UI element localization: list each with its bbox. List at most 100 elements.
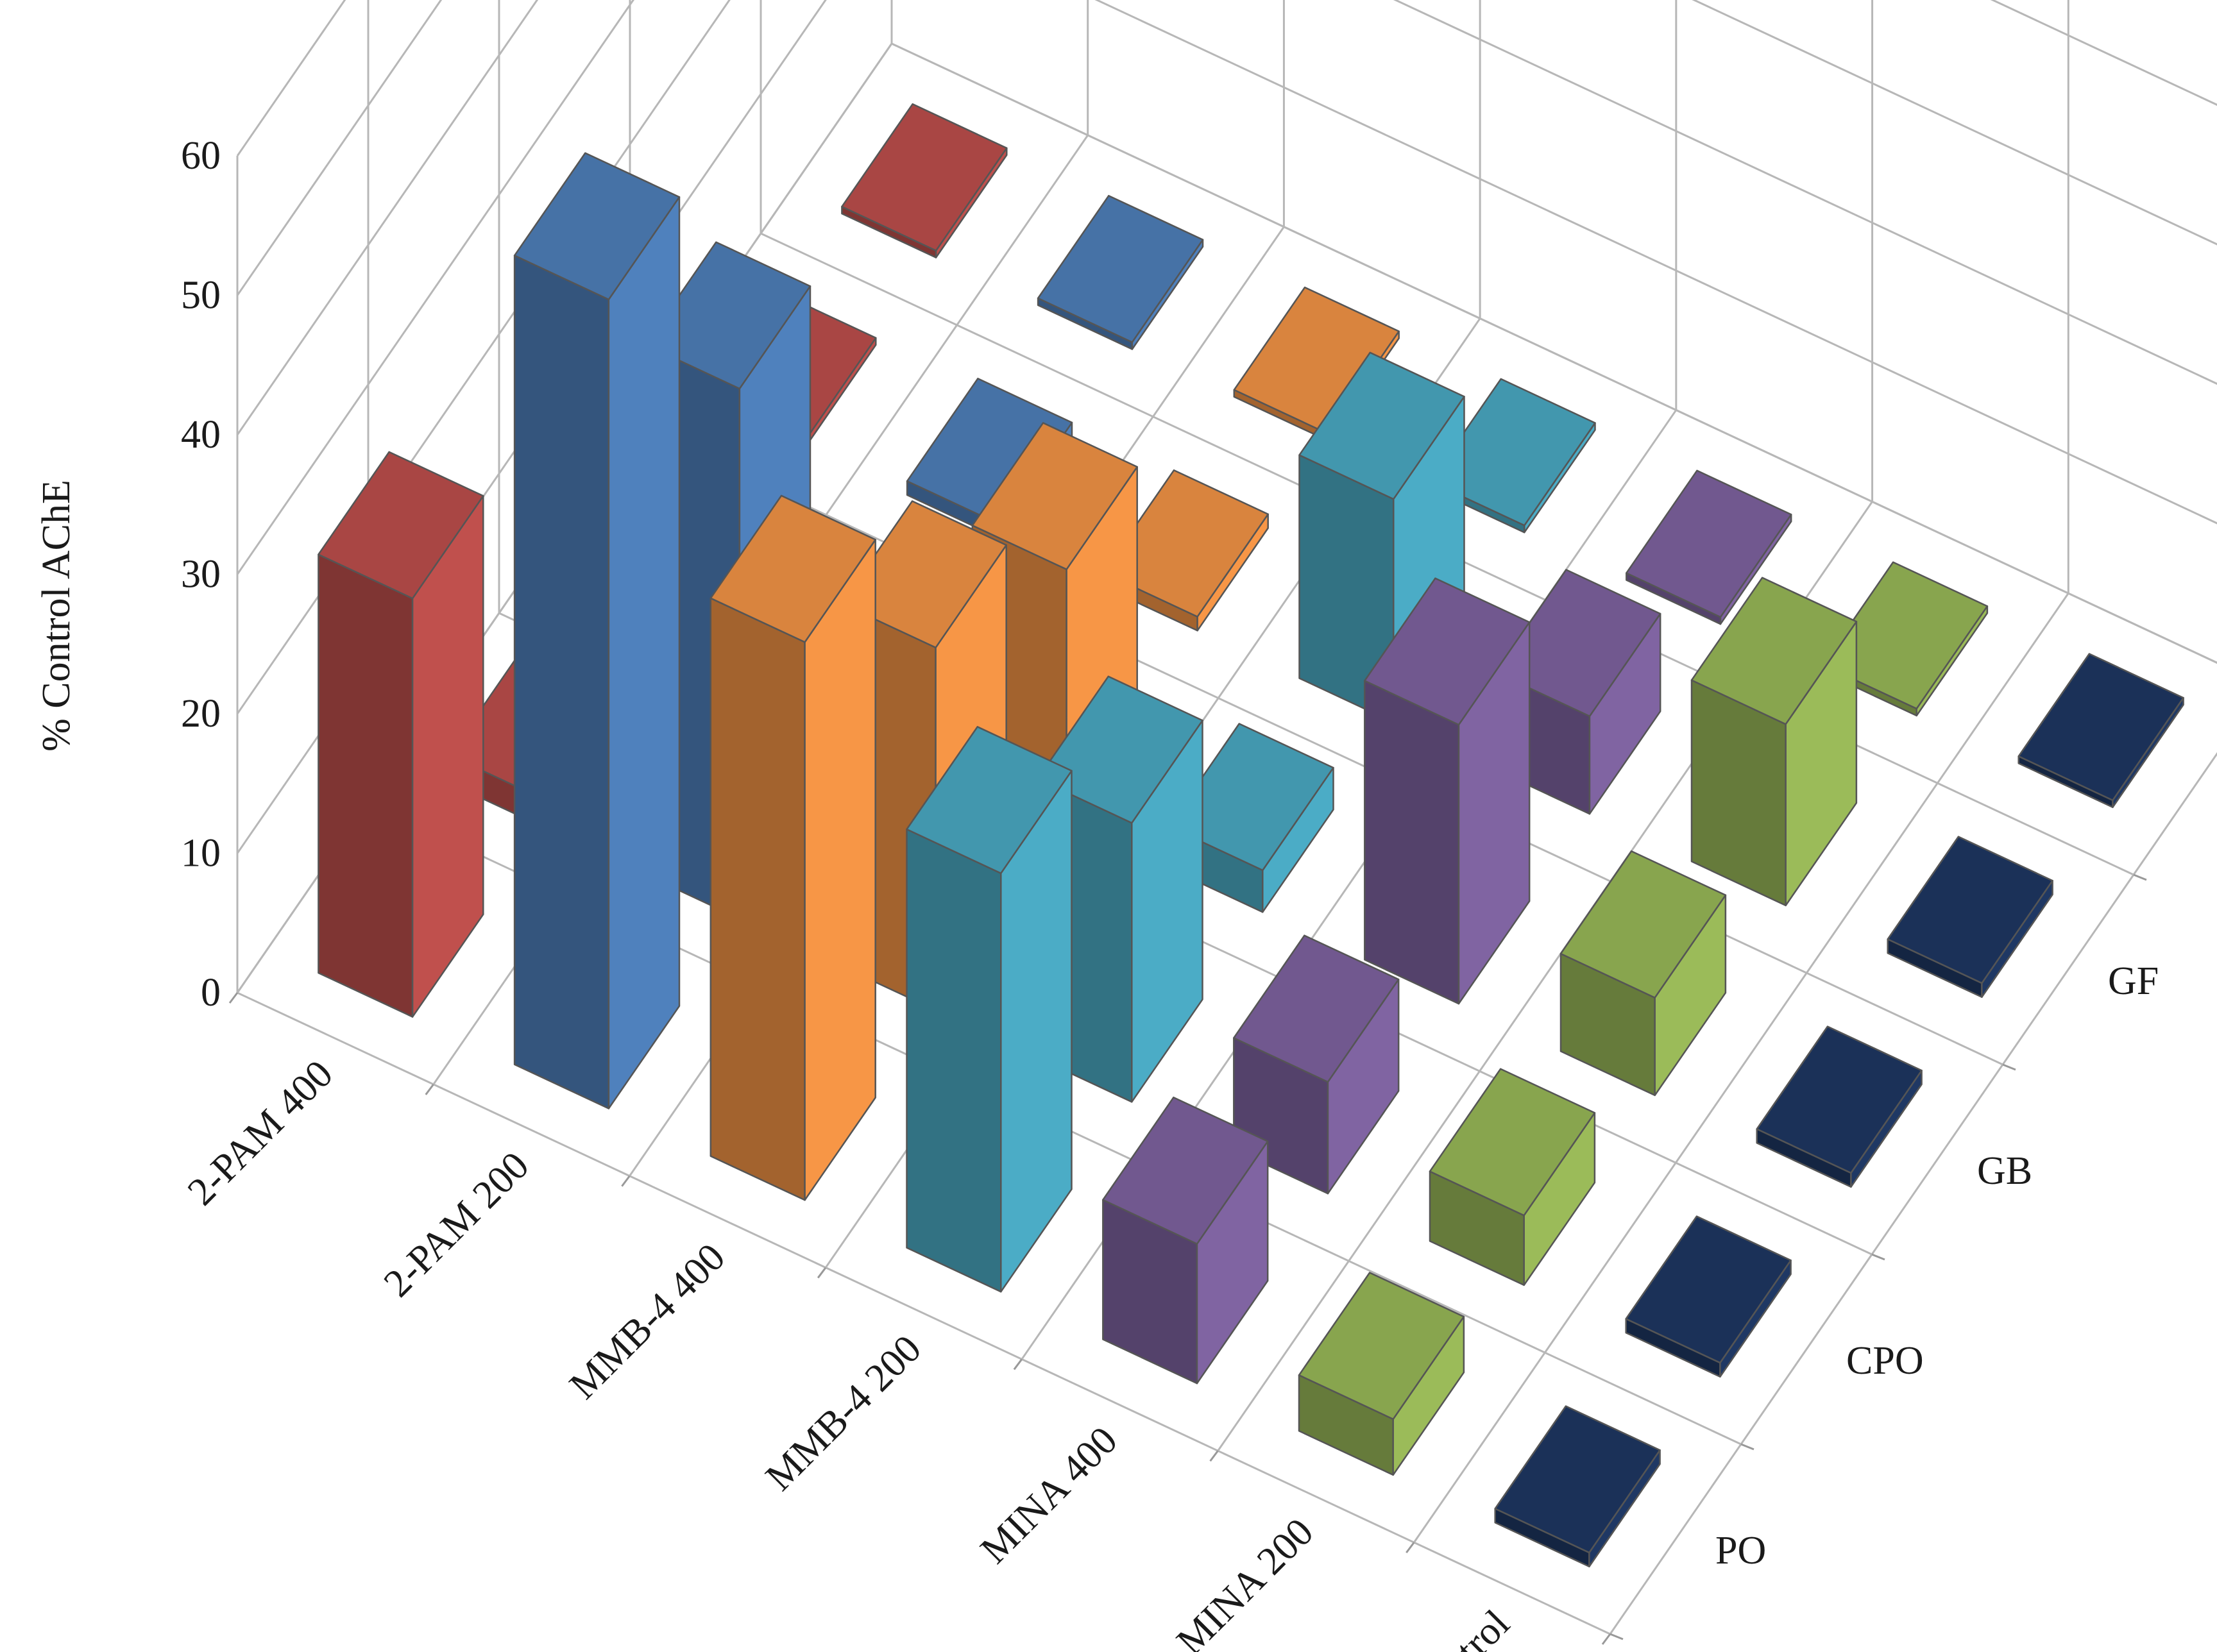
bar (1037, 194, 1204, 350)
bar (709, 494, 876, 1201)
x-tick-mark (1013, 1358, 1023, 1370)
bar-face-top (1559, 850, 1727, 999)
bar-face-side (804, 539, 876, 1201)
back-wall-grid-line (1990, 0, 2217, 106)
bar-face-top (709, 494, 876, 643)
bar-face-top (1298, 351, 1465, 500)
y-axis-label: % Control AChE (35, 480, 78, 752)
category-label: MINA 400 (973, 1419, 1126, 1572)
bar-face-top (1756, 1025, 1923, 1174)
x-tick-mark (228, 992, 239, 1004)
bar-face-top (513, 152, 681, 301)
bar (1756, 1025, 1923, 1188)
category-label: MMB-4 200 (758, 1327, 930, 1499)
series-tick-mark (2133, 873, 2147, 881)
bar-face-top (971, 422, 1138, 571)
series-label: GF (2108, 959, 2159, 1003)
x-tick-mark (1209, 1450, 1219, 1462)
back-wall-grid-line (891, 42, 2217, 664)
back-wall-grid-line (1692, 0, 2217, 246)
series-tick-mark (1610, 1633, 1624, 1640)
side-wall-grid-line (236, 0, 539, 435)
bar-face-top (841, 103, 1008, 252)
category-label: 2-PAM 400 (180, 1052, 341, 1213)
bar-face-top (644, 241, 811, 390)
bar (1559, 850, 1727, 1097)
bar-face-front (1364, 680, 1460, 1005)
y-tick-label: 60 (181, 134, 221, 178)
bar-face-top (1429, 1068, 1596, 1217)
y-tick-label: 30 (181, 553, 221, 596)
category-label: MMB-4 400 (561, 1235, 734, 1408)
bar-face-top (1364, 577, 1531, 726)
bar-face-top (1037, 194, 1204, 343)
floor-grid-line (1609, 752, 2217, 1635)
back-wall-grid-line (1094, 0, 2217, 525)
y-tick-label: 50 (181, 274, 221, 317)
bar (1625, 1215, 1792, 1378)
x-tick-mark (1601, 1633, 1611, 1645)
bar-face-top (1690, 577, 1858, 725)
bar-face-top (1429, 378, 1596, 527)
bars (318, 103, 2184, 1568)
bar-face-front (513, 255, 610, 1109)
bar-face-top (1233, 286, 1400, 435)
back-wall-grid-line (1393, 0, 2217, 385)
bar-face-top (1495, 569, 1661, 718)
bar (2017, 653, 2184, 809)
bar-face-top (1626, 469, 1792, 618)
bar-face-front (906, 828, 1002, 1293)
y-tick-label: 20 (181, 692, 221, 736)
bar-face-top (1298, 1272, 1465, 1420)
series-tick-mark (2002, 1063, 2016, 1071)
x-tick-mark (621, 1175, 631, 1187)
bar-face-front (318, 553, 414, 1018)
y-tick-label: 10 (181, 832, 221, 875)
bar-face-top (840, 500, 1007, 649)
y-tick-label: 0 (201, 971, 221, 1015)
bar-face-top (2017, 653, 2184, 802)
bar (1429, 1068, 1596, 1286)
side-wall-grid-line (236, 0, 346, 156)
bar (841, 103, 1008, 258)
bar (1298, 1272, 1465, 1476)
x-tick-mark (817, 1267, 827, 1279)
bar-face-side (607, 196, 681, 1109)
y-tick-label: 40 (181, 413, 221, 457)
category-label: MINA 200 (1168, 1510, 1321, 1652)
bar (513, 152, 681, 1109)
bar (318, 451, 484, 1018)
bar (1102, 1096, 1269, 1385)
series-label: CPO (1846, 1339, 1924, 1383)
x-tick-mark (425, 1083, 434, 1095)
bar (906, 726, 1073, 1293)
series-tick-mark (1740, 1443, 1754, 1451)
bar-face-top (1625, 1215, 1792, 1364)
bar-face-front (709, 597, 806, 1201)
bar (1690, 577, 1858, 907)
series-tick-mark (1871, 1253, 1885, 1261)
bar-face-top (1494, 1405, 1661, 1554)
bar-face-top (1168, 723, 1334, 872)
x-tick-mark (1406, 1542, 1415, 1554)
floor-grid-line (237, 991, 1611, 1635)
bar-face-top (1102, 1096, 1269, 1245)
category-label: 2-PAM 200 (375, 1143, 537, 1305)
bar-face-top (1037, 675, 1203, 824)
category-label: Control (1401, 1602, 1518, 1652)
bar-face-top (318, 451, 484, 600)
bar (1887, 836, 2053, 999)
bar (1364, 577, 1531, 1005)
floor-grid-line (1413, 593, 2069, 1543)
bar-face-top (906, 726, 1073, 874)
bar-face-top (1102, 469, 1269, 618)
side-wall-grid-line (236, 0, 443, 296)
bar-face-top (906, 378, 1073, 526)
bar-face-top (1233, 934, 1400, 1083)
bar (1494, 1405, 1661, 1568)
bar-face-top (1821, 561, 1989, 710)
side-wall-grid-line (236, 0, 634, 575)
bar-face-top (1887, 836, 2053, 984)
bar (1626, 469, 1792, 625)
